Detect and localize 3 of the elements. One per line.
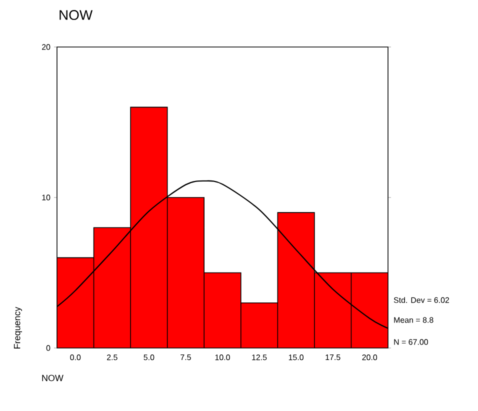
y-axis-title: Frequency [14, 306, 22, 348]
x-axis-title: NOW [42, 374, 64, 382]
chart-title: NOW [60, 10, 93, 20]
